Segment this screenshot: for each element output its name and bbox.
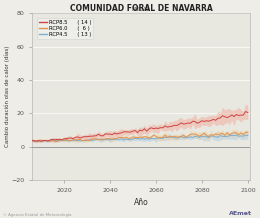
Text: © Agencia Estatal de Meteorología: © Agencia Estatal de Meteorología <box>3 213 71 217</box>
X-axis label: Año: Año <box>134 198 148 207</box>
Y-axis label: Cambio duración olas de calor (días): Cambio duración olas de calor (días) <box>4 46 10 147</box>
Text: AEmet: AEmet <box>229 211 252 216</box>
Legend: RCP8.5      ( 14 ), RCP6.0      (  6 ), RCP4.5      ( 13 ): RCP8.5 ( 14 ), RCP6.0 ( 6 ), RCP4.5 ( 13… <box>37 18 93 39</box>
Text: ANUAL: ANUAL <box>132 7 150 12</box>
Title: COMUNIDAD FORAL DE NAVARRA: COMUNIDAD FORAL DE NAVARRA <box>70 4 212 13</box>
